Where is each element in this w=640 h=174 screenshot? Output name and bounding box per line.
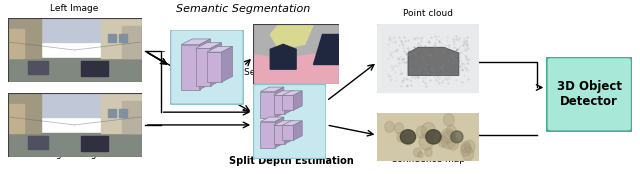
Text: Right Image: Right Image xyxy=(47,151,102,160)
Text: Left Image: Left Image xyxy=(51,3,99,13)
Text: Semantic Segmentation: Semantic Segmentation xyxy=(177,4,310,14)
Text: Point cloud: Point cloud xyxy=(403,9,453,18)
Text: Split Depth Estimation: Split Depth Estimation xyxy=(229,156,354,167)
Text: Confidence map: Confidence map xyxy=(391,155,465,164)
Text: Segmentation masks: Segmentation masks xyxy=(244,68,339,77)
